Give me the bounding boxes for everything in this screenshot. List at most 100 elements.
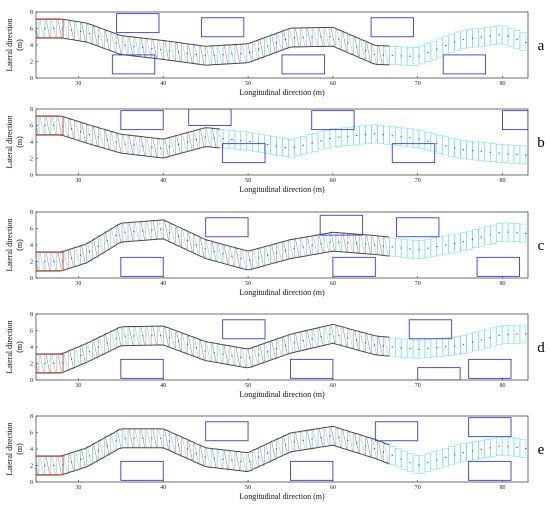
- path-point: [293, 146, 295, 149]
- path-point: [382, 54, 385, 56]
- path-point: [186, 239, 189, 242]
- tracking-trace: [217, 128, 223, 149]
- tracking-trace: [39, 251, 45, 272]
- path-point: [338, 334, 340, 337]
- path-point: [133, 230, 135, 233]
- x-tick-label: 50: [245, 178, 251, 184]
- path-point: [409, 248, 411, 250]
- path-point: [44, 362, 46, 365]
- y-tick-label: 0: [30, 173, 33, 179]
- path-point: [168, 146, 171, 148]
- path-point: [159, 147, 162, 150]
- plot-area: [36, 214, 527, 277]
- path-point: [293, 342, 295, 344]
- vehicle-envelope: [270, 136, 277, 155]
- tracking-trace: [81, 22, 86, 43]
- path-point: [293, 36, 295, 39]
- path-point: [106, 138, 108, 141]
- path-point: [70, 461, 73, 463]
- path-point: [106, 39, 108, 41]
- path-point: [525, 154, 527, 156]
- path-point: [471, 450, 474, 452]
- vehicle-envelope: [519, 145, 527, 165]
- vehicle-envelope: [472, 28, 479, 48]
- plot-area: [36, 417, 527, 481]
- tracking-trace: [348, 233, 353, 254]
- plot-frame: [35, 313, 529, 381]
- path-point: [436, 346, 438, 349]
- path-point: [507, 333, 509, 336]
- path-point: [88, 32, 91, 35]
- path-point: [462, 343, 465, 346]
- path-point: [88, 455, 91, 457]
- path-point: [338, 241, 340, 243]
- tracking-trace: [36, 362, 39, 374]
- tracking-trace: [235, 346, 241, 367]
- path-point: [142, 46, 144, 49]
- vehicle-envelope: [489, 438, 497, 457]
- path-point: [213, 351, 215, 354]
- obstacle-box: [319, 214, 364, 236]
- path-point: [240, 139, 242, 142]
- path-point: [284, 147, 287, 149]
- path-point: [400, 136, 402, 138]
- path-point: [427, 347, 429, 350]
- path-point: [79, 354, 82, 357]
- tracking-trace: [366, 436, 371, 457]
- vehicle-envelope: [489, 327, 497, 347]
- vehicle-envelope: [472, 141, 479, 161]
- path-point: [382, 245, 385, 247]
- vehicle-envelope: [430, 451, 438, 471]
- y-tick-label: 4: [30, 447, 33, 453]
- path-point: [391, 135, 393, 137]
- path-point: [222, 353, 224, 355]
- vehicle-envelope: [288, 139, 295, 158]
- path-point: [471, 149, 474, 152]
- path-point: [400, 247, 402, 249]
- vehicle-envelope: [454, 233, 461, 253]
- tracking-trace: [57, 251, 63, 272]
- y-tick-label: 2: [30, 157, 33, 163]
- path-point: [159, 334, 162, 337]
- path-point: [79, 30, 82, 33]
- path-point: [329, 241, 331, 243]
- y-tick-label: 6: [30, 431, 33, 437]
- path-point: [79, 130, 82, 133]
- path-point: [427, 247, 429, 249]
- path-point: [436, 459, 438, 461]
- path-point: [418, 348, 420, 351]
- tracked-boundary: [36, 115, 221, 140]
- vehicle-envelope: [329, 128, 337, 148]
- tracking-trace: [93, 338, 98, 359]
- obstacle-box: [120, 256, 164, 277]
- tracking-trace: [45, 251, 51, 272]
- tracking-trace: [128, 326, 134, 347]
- vehicle-envelope: [400, 46, 408, 66]
- obstacle-box: [502, 110, 528, 131]
- path-point: [204, 350, 206, 352]
- path-point: [133, 437, 135, 439]
- path-point: [293, 247, 295, 250]
- path-point: [151, 437, 153, 439]
- tracking-trace: [205, 45, 211, 66]
- path-point: [70, 358, 73, 360]
- path-point: [240, 356, 242, 358]
- path-point: [266, 254, 269, 257]
- path-point: [400, 55, 402, 57]
- vehicle-envelope: [484, 27, 491, 46]
- vehicle-envelope: [466, 230, 473, 250]
- y-tick-label: 2: [30, 362, 33, 368]
- path-point: [257, 354, 260, 356]
- tracking-trace: [75, 21, 80, 42]
- tracking-trace: [223, 449, 229, 470]
- obstacle-box: [468, 358, 512, 379]
- tracking-trace: [45, 455, 51, 476]
- tracked-boundary: [36, 18, 390, 47]
- path-point: [115, 337, 117, 340]
- plot-frame: [35, 415, 529, 483]
- path-point: [204, 248, 206, 250]
- tracking-trace: [152, 39, 158, 59]
- x-tick-label: 80: [500, 383, 506, 389]
- path-point: [453, 242, 456, 245]
- tracking-trace: [116, 34, 122, 55]
